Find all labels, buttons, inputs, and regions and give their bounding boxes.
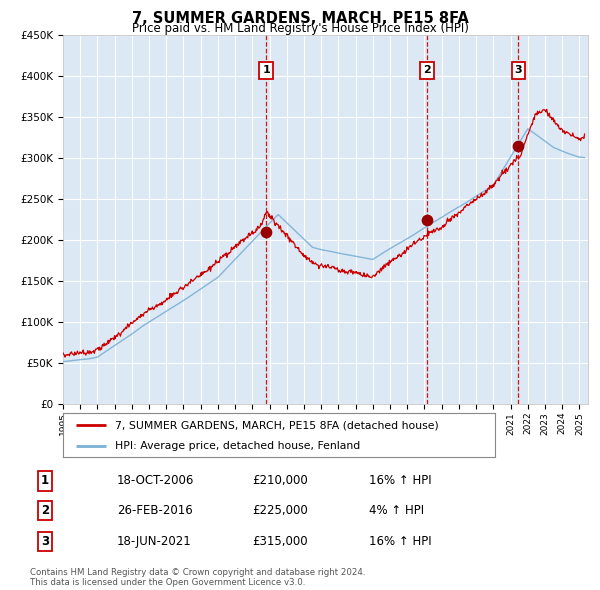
Text: £315,000: £315,000 xyxy=(252,535,308,548)
Text: 1: 1 xyxy=(41,474,49,487)
Text: 16% ↑ HPI: 16% ↑ HPI xyxy=(369,535,431,548)
Text: 2: 2 xyxy=(41,504,49,517)
Point xyxy=(422,215,432,225)
Text: 7, SUMMER GARDENS, MARCH, PE15 8FA: 7, SUMMER GARDENS, MARCH, PE15 8FA xyxy=(131,11,469,25)
Text: Contains HM Land Registry data © Crown copyright and database right 2024.
This d: Contains HM Land Registry data © Crown c… xyxy=(30,568,365,587)
Point xyxy=(262,227,271,237)
Text: £210,000: £210,000 xyxy=(252,474,308,487)
Text: 1: 1 xyxy=(262,65,270,76)
Text: 3: 3 xyxy=(515,65,522,76)
Text: 18-OCT-2006: 18-OCT-2006 xyxy=(117,474,194,487)
Text: 26-FEB-2016: 26-FEB-2016 xyxy=(117,504,193,517)
Text: 16% ↑ HPI: 16% ↑ HPI xyxy=(369,474,431,487)
Text: 18-JUN-2021: 18-JUN-2021 xyxy=(117,535,192,548)
Text: 3: 3 xyxy=(41,535,49,548)
Text: 7, SUMMER GARDENS, MARCH, PE15 8FA (detached house): 7, SUMMER GARDENS, MARCH, PE15 8FA (deta… xyxy=(115,421,439,430)
Text: Price paid vs. HM Land Registry's House Price Index (HPI): Price paid vs. HM Land Registry's House … xyxy=(131,22,469,35)
Text: HPI: Average price, detached house, Fenland: HPI: Average price, detached house, Fenl… xyxy=(115,441,360,451)
Text: 2: 2 xyxy=(423,65,431,76)
Point xyxy=(514,141,523,150)
Text: £225,000: £225,000 xyxy=(252,504,308,517)
Text: 4% ↑ HPI: 4% ↑ HPI xyxy=(369,504,424,517)
